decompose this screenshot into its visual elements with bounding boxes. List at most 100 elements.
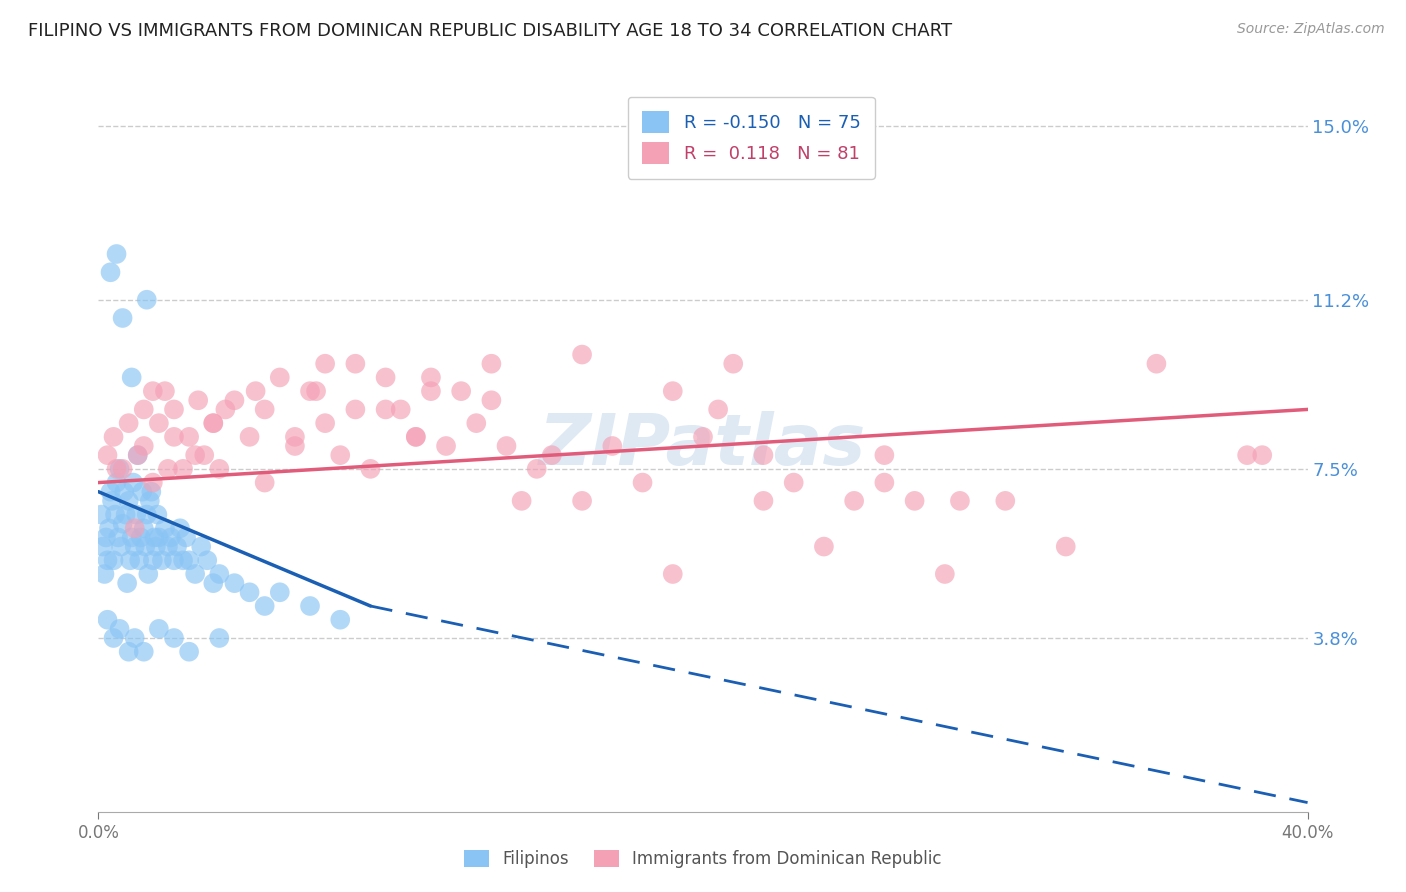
Point [224, 393, 246, 408]
Point [707, 402, 730, 417]
Point [166, 540, 188, 554]
Point [934, 567, 956, 582]
Point [139, 494, 162, 508]
Point [405, 430, 427, 444]
Point [208, 631, 231, 645]
Point [129, 530, 152, 544]
Point [434, 439, 457, 453]
Point [114, 508, 136, 522]
Point [91, 540, 114, 554]
Point [103, 631, 125, 645]
Point [253, 475, 276, 490]
Point [208, 567, 231, 582]
Point [253, 599, 276, 613]
Point [873, 448, 896, 462]
Point [105, 475, 128, 490]
Point [103, 430, 125, 444]
Point [118, 416, 141, 430]
Point [134, 540, 156, 554]
Point [153, 521, 176, 535]
Point [124, 631, 146, 645]
Point [184, 448, 207, 462]
Point [107, 530, 129, 544]
Point [120, 553, 142, 567]
Point [100, 484, 122, 499]
Text: Source: ZipAtlas.com: Source: ZipAtlas.com [1237, 22, 1385, 37]
Point [104, 508, 127, 522]
Point [465, 416, 488, 430]
Point [143, 530, 166, 544]
Point [93, 567, 115, 582]
Point [163, 402, 186, 417]
Point [1251, 448, 1274, 462]
Point [305, 384, 328, 399]
Point [142, 553, 165, 567]
Point [299, 384, 322, 399]
Legend: Filipinos, Immigrants from Dominican Republic: Filipinos, Immigrants from Dominican Rep… [457, 843, 949, 875]
Point [813, 540, 835, 554]
Point [284, 439, 307, 453]
Point [135, 293, 157, 307]
Point [163, 553, 186, 567]
Point [100, 265, 122, 279]
Point [202, 576, 225, 591]
Point [208, 462, 231, 476]
Point [239, 430, 262, 444]
Point [314, 416, 336, 430]
Point [105, 247, 128, 261]
Point [135, 508, 157, 522]
Point [96, 613, 118, 627]
Point [150, 553, 173, 567]
Point [631, 475, 654, 490]
Point [132, 439, 155, 453]
Point [111, 516, 134, 531]
Point [103, 553, 125, 567]
Point [142, 384, 165, 399]
Point [174, 530, 197, 544]
Point [202, 416, 225, 430]
Point [994, 494, 1017, 508]
Point [132, 402, 155, 417]
Point [118, 645, 141, 659]
Legend: R = -0.150   N = 75, R =  0.118   N = 81: R = -0.150 N = 75, R = 0.118 N = 81 [627, 96, 875, 178]
Point [495, 439, 517, 453]
Point [132, 521, 155, 535]
Point [148, 530, 170, 544]
Point [450, 384, 472, 399]
Point [172, 462, 194, 476]
Point [1236, 448, 1258, 462]
Point [184, 567, 207, 582]
Point [122, 475, 145, 490]
Point [481, 357, 503, 371]
Point [153, 384, 176, 399]
Point [752, 494, 775, 508]
Point [949, 494, 972, 508]
Point [284, 430, 307, 444]
Point [98, 521, 121, 535]
Point [127, 448, 149, 462]
Point [481, 393, 503, 408]
Point [110, 540, 132, 554]
Point [96, 448, 118, 462]
Point [374, 370, 396, 384]
Point [661, 384, 683, 399]
Point [118, 494, 141, 508]
Point [245, 384, 267, 399]
Point [374, 402, 396, 417]
Point [128, 553, 150, 567]
Point [571, 347, 593, 362]
Point [94, 530, 117, 544]
Point [141, 484, 163, 499]
Point [314, 357, 336, 371]
Point [115, 576, 138, 591]
Point [526, 462, 548, 476]
Point [190, 540, 212, 554]
Point [1146, 357, 1168, 371]
Point [125, 508, 148, 522]
Point [723, 357, 745, 371]
Point [253, 402, 276, 417]
Point [783, 475, 806, 490]
Point [873, 475, 896, 490]
Point [269, 370, 291, 384]
Point [96, 553, 118, 567]
